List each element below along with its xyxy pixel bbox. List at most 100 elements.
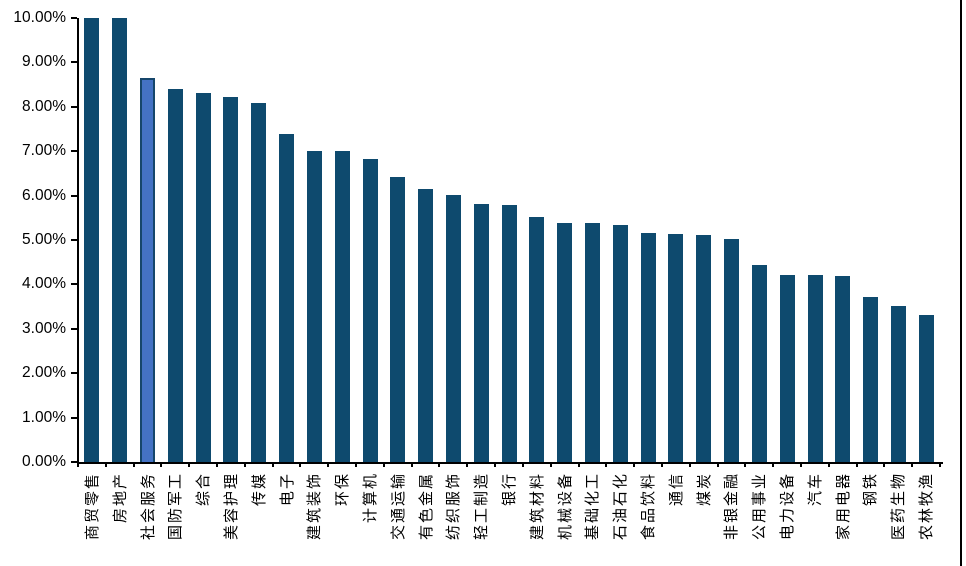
y-axis-tick (71, 194, 77, 197)
x-axis-tick (355, 462, 358, 467)
x-axis-tick (883, 462, 886, 467)
bar-cell (662, 18, 690, 462)
x-axis-tick (716, 462, 719, 467)
bar (668, 233, 684, 462)
bar-cell (245, 18, 273, 462)
x-axis-tick (744, 462, 747, 467)
bar (863, 297, 879, 462)
x-category-label: 银行 (500, 472, 518, 507)
x-axis-tick (660, 462, 663, 467)
x-category-label: 电子 (277, 472, 296, 507)
x-category-label: 环保 (333, 472, 352, 507)
x-axis-tick (132, 462, 135, 467)
y-axis-tick (71, 17, 77, 19)
x-axis-tick (521, 462, 524, 467)
bar-cell (467, 18, 495, 462)
bar (751, 265, 767, 462)
x-category-label: 计算机 (360, 472, 379, 524)
x-category-label: 纺织服饰 (444, 472, 463, 541)
y-tick-label: 6.00% (22, 186, 66, 204)
y-tick-label: 8.00% (22, 97, 66, 115)
x-category-label: 钢铁 (861, 472, 880, 507)
x-category-label: 房地产 (110, 472, 129, 524)
x-axis-tick (160, 462, 163, 467)
x-axis-tick (299, 462, 302, 467)
bar (445, 194, 461, 462)
x-category-label: 基础化工 (583, 472, 602, 541)
y-axis-tick (71, 283, 77, 286)
x-category-label: 美容护理 (221, 472, 240, 541)
bar (779, 274, 795, 462)
bar-cell (412, 18, 440, 462)
bar (167, 89, 183, 462)
x-axis-tick (772, 462, 775, 467)
x-category-label: 轻工制造 (472, 472, 491, 541)
x-axis-tick (438, 462, 441, 467)
bar (362, 159, 378, 462)
x-category-label: 医药生物 (889, 472, 908, 541)
x-category-label: 有色金属 (416, 472, 435, 541)
bar-cell (495, 18, 523, 462)
x-category-label: 公用事业 (750, 472, 769, 541)
bar-cell (912, 18, 940, 462)
x-category-label: 机械设备 (555, 472, 574, 541)
x-category-label: 商贸零售 (82, 472, 101, 541)
x-axis-tick (77, 462, 79, 467)
x-axis-tick (911, 462, 914, 467)
x-axis-tick (577, 462, 580, 467)
x-axis-tick (188, 462, 191, 467)
x-axis-tick (494, 462, 497, 467)
x-category-label: 电力设备 (778, 472, 797, 541)
x-axis-tick (216, 462, 219, 467)
bar (918, 315, 934, 462)
x-axis-tick (271, 462, 274, 467)
bar (195, 93, 211, 462)
bar-cell (106, 18, 134, 462)
y-axis-tick (71, 239, 77, 241)
bar-highlighted (140, 77, 156, 462)
bar (306, 151, 322, 462)
x-category-label: 交通运输 (388, 472, 407, 541)
bar-cell (801, 18, 829, 462)
bar (724, 239, 740, 462)
x-axis-line (77, 462, 943, 464)
y-tick-label: 1.00% (22, 408, 66, 426)
x-category-label: 建筑材料 (527, 472, 546, 541)
x-axis-tick (633, 462, 636, 467)
y-axis-tick (71, 327, 77, 330)
bar-cell (189, 18, 217, 462)
bar (251, 102, 267, 462)
y-tick-label: 3.00% (22, 319, 66, 337)
bars-container (78, 18, 940, 462)
bar-cell (551, 18, 579, 462)
x-axis-tick (688, 462, 691, 467)
bar-cell (217, 18, 245, 462)
bar-cell (606, 18, 634, 462)
bar-cell (273, 18, 301, 462)
y-axis-tick (71, 372, 77, 375)
bar (112, 18, 128, 462)
bar-cell (857, 18, 885, 462)
bar (223, 97, 239, 462)
bar (529, 216, 545, 462)
x-category-label: 传媒 (249, 472, 268, 507)
x-axis-tick (605, 462, 608, 467)
x-axis-tick (549, 462, 552, 467)
x-axis-tick (466, 462, 469, 467)
bar (501, 204, 517, 462)
bar-cell (579, 18, 607, 462)
bar (473, 204, 489, 462)
x-axis-tick (104, 462, 107, 467)
bar-cell (718, 18, 746, 462)
bar-cell (328, 18, 356, 462)
x-category-label: 汽车 (805, 472, 824, 507)
y-axis-line (77, 18, 79, 464)
bar-cell (634, 18, 662, 462)
bar (585, 223, 601, 462)
y-tick-label: 2.00% (22, 364, 66, 382)
y-axis-tick (71, 461, 77, 463)
figure-right-border-line (960, 0, 962, 566)
bar-cell (161, 18, 189, 462)
x-category-label: 煤炭 (694, 472, 713, 507)
